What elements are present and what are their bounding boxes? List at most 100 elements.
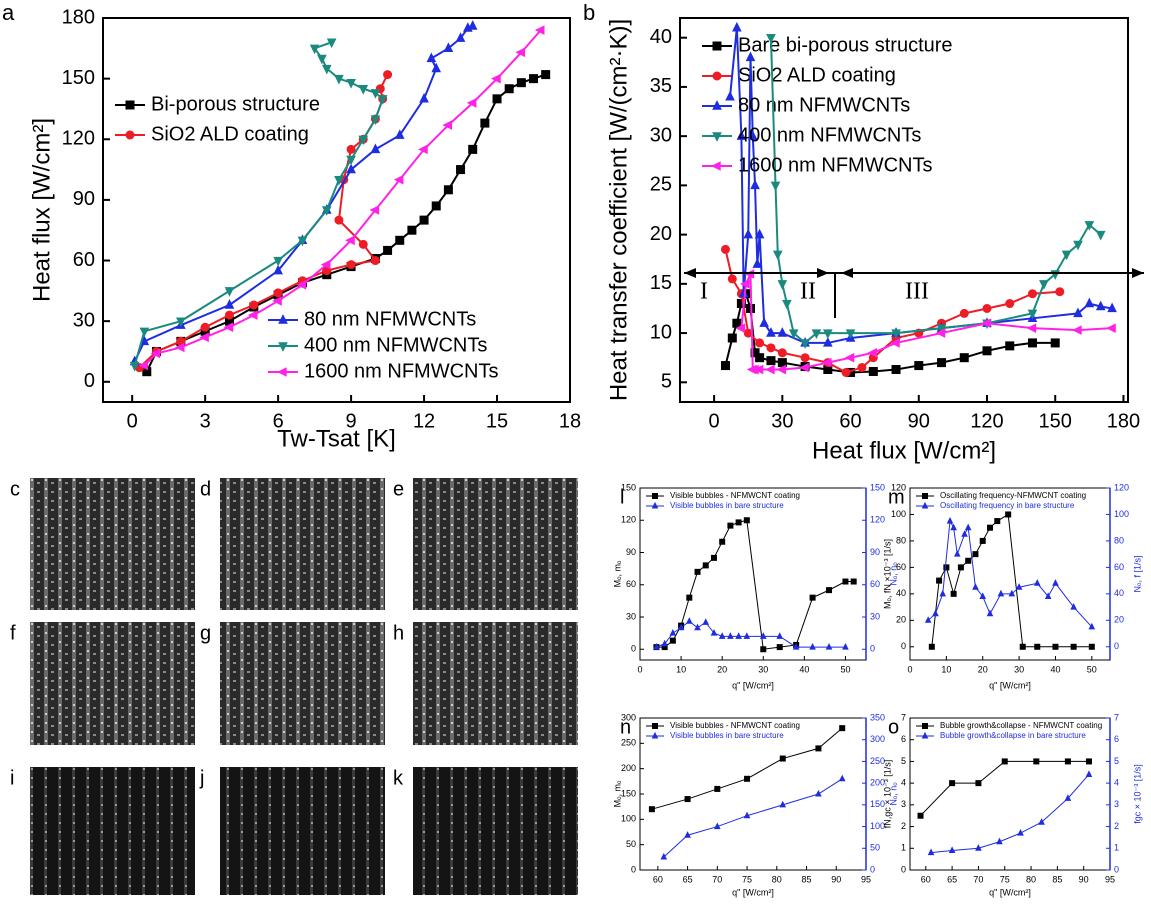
marker — [825, 642, 833, 650]
y-tick-label: 100 — [891, 509, 906, 519]
panel-label: e — [393, 478, 404, 500]
regime-label: I — [700, 279, 708, 305]
marker — [754, 228, 765, 239]
plot-frame — [679, 17, 1129, 403]
marker — [759, 632, 767, 639]
y-tick-label: 50 — [626, 839, 636, 849]
marker — [735, 323, 746, 333]
x-tick-label: 12 — [413, 410, 435, 432]
series-line — [920, 760, 1089, 817]
marker — [138, 360, 149, 371]
x-axis-label: Heat flux [W/cm²] — [812, 437, 996, 464]
marker — [965, 557, 972, 564]
marker — [346, 163, 356, 174]
marker — [1027, 289, 1037, 299]
marker — [979, 592, 987, 599]
x-tick-label: 9 — [346, 410, 357, 432]
y-tick-label: 20 — [896, 615, 906, 625]
marker — [943, 564, 950, 571]
x-axis-label: q" [W/cm²] — [989, 680, 1031, 690]
panel-label: d — [200, 478, 211, 500]
marker — [921, 501, 929, 509]
marker — [936, 577, 943, 584]
y-tick-label: 80 — [896, 535, 906, 545]
marker — [369, 205, 380, 215]
y2-tick-label: 5 — [1114, 756, 1119, 766]
regime-label: III — [905, 279, 929, 305]
marker — [932, 609, 939, 617]
marker — [652, 723, 658, 729]
marker — [1001, 758, 1008, 765]
marker — [1005, 341, 1015, 351]
marker — [710, 629, 718, 636]
marker — [921, 731, 929, 739]
photo — [413, 622, 578, 745]
marker — [800, 339, 810, 349]
marker — [743, 517, 750, 524]
marker — [1044, 592, 1052, 599]
marker — [776, 632, 784, 639]
y2-axis-label: Nₒ, nₒ — [888, 562, 898, 586]
x-tick-label: 10 — [941, 664, 951, 674]
marker — [770, 181, 781, 192]
y-tick-label: 4 — [901, 778, 906, 788]
x-tick-label: 75 — [742, 874, 752, 884]
marker — [468, 144, 478, 154]
series-line — [927, 519, 1093, 628]
marker — [326, 38, 337, 49]
marker — [1017, 828, 1024, 836]
y-tick-label: 40 — [650, 26, 672, 48]
y2-tick-label: 350 — [870, 712, 885, 722]
x-tick-label: 80 — [1026, 874, 1036, 884]
marker — [711, 161, 721, 171]
marker — [788, 329, 799, 339]
marker — [1088, 643, 1095, 650]
marker — [491, 73, 501, 84]
marker — [466, 98, 477, 108]
arrow-head — [1132, 268, 1144, 278]
marker — [320, 259, 331, 270]
panel-label: j — [199, 767, 204, 789]
arrow-head — [841, 268, 853, 278]
x-tick-label: 60 — [921, 874, 931, 884]
marker — [842, 642, 849, 650]
photo — [30, 622, 195, 745]
marker — [129, 361, 140, 372]
y-tick-label: 7 — [901, 712, 906, 722]
x-tick-label: 95 — [1105, 874, 1115, 884]
series-line — [931, 513, 1092, 648]
marker — [1084, 221, 1095, 231]
x-tick-label: 0 — [709, 410, 720, 432]
y2-tick-label: 2 — [1114, 821, 1119, 831]
plot-frame — [102, 17, 571, 403]
x-tick-label: 65 — [683, 874, 693, 884]
marker — [278, 314, 288, 324]
legend-label: Oscillating frequency in bare structure — [940, 501, 1075, 510]
legend-label: 80 nm NFMWCNTs — [738, 94, 910, 116]
y-tick-label: 180 — [62, 6, 95, 28]
marker — [443, 42, 454, 53]
marker — [223, 322, 234, 333]
marker — [346, 155, 356, 166]
series-line — [931, 774, 1090, 854]
marker — [1073, 240, 1083, 251]
marker — [702, 618, 710, 625]
photo — [220, 478, 385, 610]
marker — [939, 589, 947, 597]
y-tick-label: 30 — [650, 124, 672, 146]
marker — [811, 329, 822, 339]
marker — [959, 308, 969, 318]
marker — [273, 288, 283, 298]
y-tick-label: 100 — [621, 814, 636, 824]
marker — [1026, 323, 1037, 333]
marker — [743, 811, 751, 819]
legend-label: Bubble growth&collapse in bare structure — [940, 731, 1086, 740]
y-tick-label: 20 — [650, 223, 672, 245]
panel-letter: n — [620, 716, 631, 738]
y-tick-label: 35 — [650, 75, 672, 97]
marker — [648, 806, 655, 813]
marker — [815, 745, 822, 752]
legend-label: Bubble growth&collapse - NFMWCNT coating — [940, 721, 1102, 730]
legend-label: Visible bubbles - NFMWCNT coating — [670, 491, 800, 500]
